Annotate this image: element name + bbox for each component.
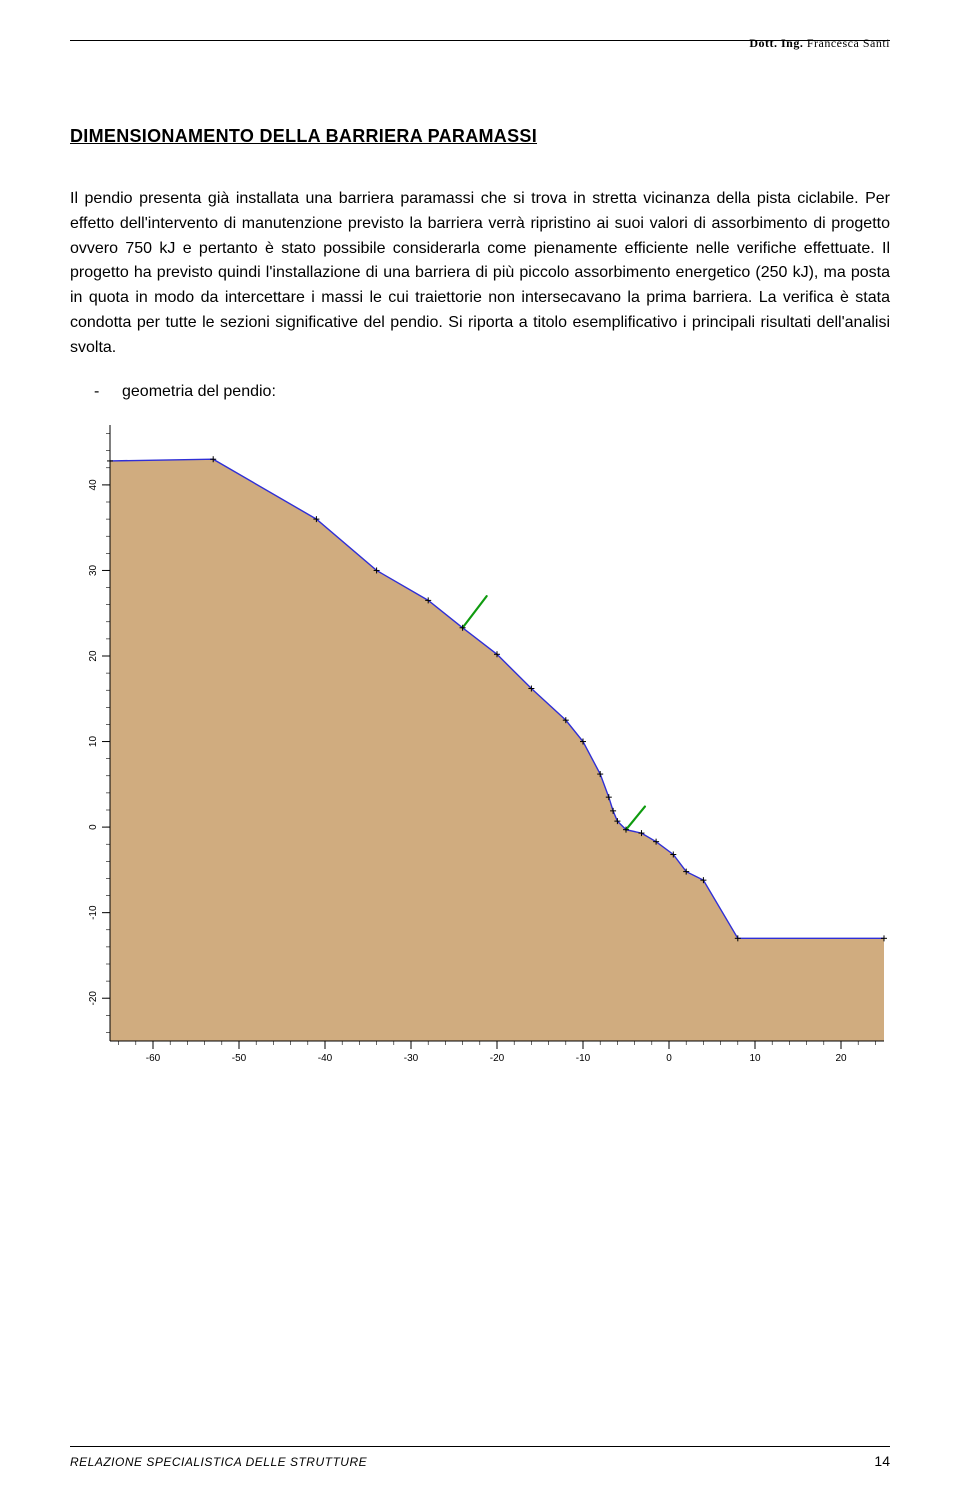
footer-rule — [70, 1446, 890, 1447]
author-name: Francesca Santi — [807, 36, 890, 50]
footer-row: RELAZIONE SPECIALISTICA DELLE STRUTTURE … — [70, 1453, 890, 1469]
svg-text:0: 0 — [666, 1053, 672, 1064]
svg-text:-40: -40 — [318, 1053, 333, 1064]
svg-text:-20: -20 — [490, 1053, 505, 1064]
body-paragraph: Il pendio presenta già installata una ba… — [70, 187, 890, 361]
svg-text:10: 10 — [749, 1053, 761, 1064]
svg-text:30: 30 — [88, 564, 99, 576]
header-author: Dott. Ing. Francesca Santi — [749, 36, 890, 51]
svg-text:-30: -30 — [404, 1053, 419, 1064]
footer: RELAZIONE SPECIALISTICA DELLE STRUTTURE … — [70, 1446, 890, 1469]
svg-text:40: 40 — [88, 478, 99, 490]
svg-text:-10: -10 — [88, 905, 99, 920]
page: Dott. Ing. Francesca Santi DIMENSIONAMEN… — [0, 0, 960, 1493]
footer-page: 14 — [874, 1453, 890, 1469]
slope-chart: -60 -50 -40 -30 -20 -10 0 10 20 -20 -10 0 10 20 30 40 — [70, 419, 890, 1069]
svg-text:-50: -50 — [232, 1053, 247, 1064]
bullet-text: geometria del pendio: — [122, 383, 276, 401]
bullet-row: - geometria del pendio: — [94, 383, 890, 401]
section-title: DIMENSIONAMENTO DELLA BARRIERA PARAMASSI — [70, 126, 890, 147]
bullet-dash: - — [94, 383, 104, 401]
author-prefix: Dott. Ing. — [749, 36, 803, 50]
svg-text:10: 10 — [88, 735, 99, 747]
footer-left: RELAZIONE SPECIALISTICA DELLE STRUTTURE — [70, 1455, 367, 1469]
svg-text:20: 20 — [88, 650, 99, 662]
slope-svg: -60 -50 -40 -30 -20 -10 0 10 20 -20 -10 0 10 20 30 40 — [70, 419, 890, 1069]
svg-text:-60: -60 — [146, 1053, 161, 1064]
svg-text:-10: -10 — [576, 1053, 591, 1064]
svg-text:-20: -20 — [88, 990, 99, 1005]
svg-text:0: 0 — [88, 823, 99, 829]
svg-text:20: 20 — [835, 1053, 847, 1064]
